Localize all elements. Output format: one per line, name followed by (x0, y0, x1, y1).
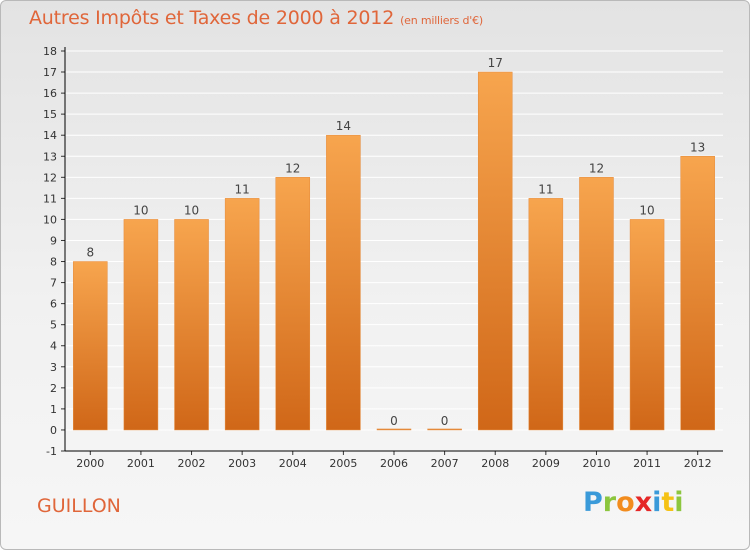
commune-name: GUILLON (37, 495, 121, 517)
y-tick-label: 5 (50, 319, 57, 332)
bar (528, 198, 564, 431)
x-tick-label: 2012 (684, 457, 712, 470)
x-tick-label: 2009 (532, 457, 560, 470)
x-tick-label: 2000 (76, 457, 104, 470)
y-tick-label: 17 (43, 66, 57, 79)
y-tick-label: 9 (50, 234, 57, 247)
y-tick-label: 2 (50, 382, 57, 395)
y-tick-label: 1 (50, 403, 57, 416)
y-tick-label: 3 (50, 361, 57, 374)
chart-title: Autres Impôts et Taxes de 2000 à 2012 (en… (29, 7, 483, 29)
data-label: 10 (639, 203, 654, 217)
data-label: 0 (390, 414, 398, 428)
data-label: 0 (441, 414, 449, 428)
bar (427, 428, 462, 431)
y-tick-label: 14 (43, 129, 57, 142)
x-tick-label: 2003 (228, 457, 256, 470)
x-tick-label: 2008 (481, 457, 509, 470)
y-tick-label: 18 (43, 45, 57, 58)
chart-title-text: Autres Impôts et Taxes de 2000 à 2012 (29, 7, 395, 29)
x-tick-label: 2004 (279, 457, 307, 470)
bar (73, 261, 108, 431)
x-tick-label: 2001 (127, 457, 155, 470)
y-tick-label: 6 (50, 298, 57, 311)
data-label: 14 (336, 119, 351, 133)
bar (275, 177, 311, 431)
bar (123, 219, 159, 431)
x-tick-label: 2006 (380, 457, 408, 470)
y-tick-label: 13 (43, 150, 57, 163)
x-tick-label: 2010 (582, 457, 610, 470)
x-tick-label: 2002 (178, 457, 206, 470)
data-label: 12 (589, 161, 604, 175)
y-tick-label: 8 (50, 256, 57, 269)
data-label: 10 (184, 203, 199, 217)
x-tick-label: 2007 (431, 457, 459, 470)
bar (224, 198, 260, 431)
data-label: 11 (538, 182, 553, 196)
data-label: 10 (133, 203, 148, 217)
x-tick-label: 2011 (633, 457, 661, 470)
chart-subtitle: (en milliers d'€) (400, 14, 483, 27)
bar (376, 428, 412, 431)
bar (680, 156, 715, 431)
y-tick-label: 12 (43, 171, 57, 184)
x-tick-label: 2005 (329, 457, 357, 470)
y-tick-label: -1 (46, 445, 57, 458)
data-label: 17 (488, 56, 503, 70)
data-label: 8 (86, 246, 94, 260)
bar (579, 177, 614, 431)
y-tick-label: 0 (50, 424, 57, 437)
y-tick-label: 7 (50, 277, 57, 290)
bar (174, 219, 209, 431)
y-tick-label: 11 (43, 192, 57, 205)
data-label: 13 (690, 140, 705, 154)
y-tick-label: 16 (43, 87, 57, 100)
bar (326, 134, 361, 431)
bar (629, 219, 665, 431)
y-tick-label: 4 (50, 340, 57, 353)
y-tick-label: 15 (43, 108, 57, 121)
proxiti-logo: Proxiti (583, 487, 684, 518)
y-tick-label: 10 (43, 213, 57, 226)
bar (477, 71, 513, 431)
data-label: 11 (235, 182, 250, 196)
data-label: 12 (285, 161, 300, 175)
